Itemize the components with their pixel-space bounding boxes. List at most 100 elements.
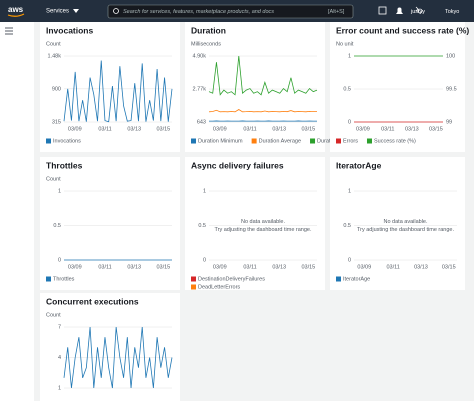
region-menu[interactable]: Tokyo xyxy=(445,9,459,15)
legend-label: Invocations xyxy=(53,138,81,144)
legend-swatch xyxy=(191,276,196,282)
services-menu[interactable]: Services xyxy=(46,9,69,15)
series-line xyxy=(63,60,173,123)
user-menu[interactable]: justyy xyxy=(410,9,425,15)
y-tick-label: 1 xyxy=(203,188,206,194)
no-data-hint: Try adjusting the dashboard time range. xyxy=(357,227,454,233)
widget-panel xyxy=(330,22,465,152)
y-tick-label: 2.77k xyxy=(193,86,207,92)
x-tick-label: 03/15 xyxy=(301,264,315,270)
widget-panel xyxy=(330,157,465,290)
y-tick-label: 0.5 xyxy=(53,223,61,229)
legend-label: Duration Minimum xyxy=(198,138,243,144)
legend-label: Errors xyxy=(343,138,358,144)
y-tick-label: 4 xyxy=(58,355,61,361)
y-tick-label: 643 xyxy=(197,119,206,125)
y-tick-label: 1 xyxy=(58,385,61,391)
legend-label: Duration Average xyxy=(259,138,301,144)
y2-tick-label: 100 xyxy=(446,53,455,59)
x-tick-label: 03/09 xyxy=(213,126,227,132)
logo[interactable]: aws xyxy=(8,5,24,14)
y-tick-label: 0.5 xyxy=(198,223,206,229)
legend-label: DeadLetterErrors xyxy=(198,284,240,290)
x-tick-label: 03/09 xyxy=(357,264,371,270)
legend-label: DestinationDeliveryFailures xyxy=(198,276,265,282)
y2-tick-label: 99 xyxy=(446,119,452,125)
x-tick-label: 03/11 xyxy=(98,126,111,132)
y-tick-label: 0 xyxy=(348,257,351,263)
legend-swatch xyxy=(310,138,316,144)
logo-smile xyxy=(7,13,25,17)
y-tick-label: 0.5 xyxy=(343,223,351,229)
series-line xyxy=(208,55,318,96)
shortcut: [Alt+S] xyxy=(328,9,345,15)
x-tick-label: 03/13 xyxy=(127,126,141,132)
no-data-message: No data available. xyxy=(241,219,286,225)
y-tick-label: 900 xyxy=(52,86,61,92)
widget-title: Throttles xyxy=(46,160,83,170)
no-data-message: No data available. xyxy=(383,219,428,225)
y-tick-label: 7 xyxy=(58,324,61,330)
x-tick-label: 03/13 xyxy=(405,126,419,132)
x-tick-label: 03/15 xyxy=(442,264,456,270)
y-tick-label: 0 xyxy=(203,257,206,263)
legend-label: IteratorAge xyxy=(343,276,370,282)
legend-swatch xyxy=(46,276,51,282)
y-tick-label: 4.90k xyxy=(193,53,207,59)
legend-label: Throttles xyxy=(53,276,75,282)
legend-swatch xyxy=(191,284,196,290)
cloudshell-icon[interactable] xyxy=(378,6,387,15)
y-tick-label: 1 xyxy=(348,188,351,194)
widget-panel xyxy=(40,293,180,401)
menu-icon[interactable] xyxy=(5,27,13,35)
unit-label: Count xyxy=(46,176,61,182)
search-icon xyxy=(113,8,119,14)
series-line xyxy=(63,326,173,389)
x-tick-label: 03/13 xyxy=(272,126,286,132)
sidebar xyxy=(0,22,34,401)
no-data-hint: Try adjusting the dashboard time range. xyxy=(214,227,311,233)
unit-label: Count xyxy=(46,312,61,318)
x-tick-label: 03/09 xyxy=(213,264,227,270)
widget-panel xyxy=(40,22,180,152)
widget-title: Concurrent executions xyxy=(46,296,139,306)
x-tick-label: 03/13 xyxy=(127,264,141,270)
x-tick-label: 03/11 xyxy=(98,264,111,270)
x-tick-label: 03/15 xyxy=(156,264,170,270)
widget-title: Async delivery failures xyxy=(191,160,284,170)
y-tick-label: 1 xyxy=(348,53,351,59)
x-tick-label: 03/13 xyxy=(414,264,428,270)
x-tick-label: 03/13 xyxy=(272,264,286,270)
search-placeholder: Search for services, features, marketpla… xyxy=(123,9,274,15)
unit-label: No unit xyxy=(336,41,354,47)
y-tick-label: 0 xyxy=(58,257,61,263)
x-tick-label: 03/15 xyxy=(156,126,170,132)
x-tick-label: 03/15 xyxy=(301,126,315,132)
legend-swatch xyxy=(366,138,372,144)
unit-label: Milliseconds xyxy=(191,41,221,47)
x-tick-label: 03/11 xyxy=(243,126,256,132)
widget-panel xyxy=(185,22,325,152)
y-tick-label: 0 xyxy=(348,119,351,125)
help-icon[interactable] xyxy=(415,6,423,14)
x-tick-label: 03/11 xyxy=(243,264,256,270)
x-tick-label: 03/09 xyxy=(68,126,82,132)
unit-label: Count xyxy=(46,41,61,47)
bell-icon[interactable] xyxy=(396,7,403,15)
legend-swatch xyxy=(336,138,341,144)
x-tick-label: 03/11 xyxy=(386,264,399,270)
legend-swatch xyxy=(336,276,341,282)
x-tick-label: 03/11 xyxy=(381,126,394,132)
x-tick-label: 03/09 xyxy=(68,264,82,270)
search-box[interactable] xyxy=(107,4,354,19)
legend-label: Success rate (%) xyxy=(374,138,416,144)
legend-swatch xyxy=(191,138,196,144)
y-tick-label: 1 xyxy=(58,188,61,194)
widget-title: Duration xyxy=(191,25,226,35)
caret xyxy=(73,9,79,13)
x-tick-label: 03/09 xyxy=(356,126,370,132)
legend-swatch xyxy=(251,138,257,144)
widget-title: Invocations xyxy=(46,25,94,35)
